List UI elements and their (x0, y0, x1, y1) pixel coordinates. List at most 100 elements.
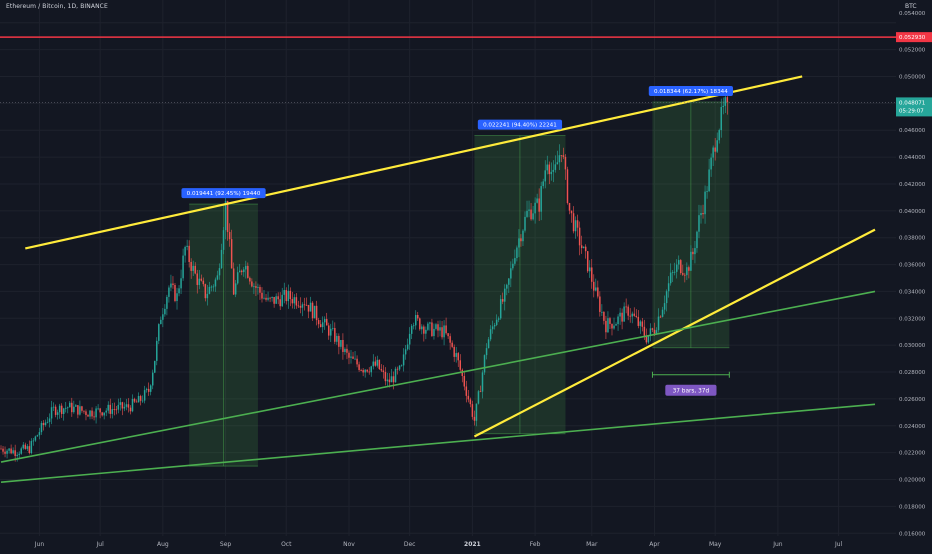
candle-body (686, 267, 688, 276)
candle-body (91, 410, 93, 417)
candle-body (657, 316, 660, 331)
candle-body (659, 316, 662, 318)
support-trendline (0, 290, 876, 463)
candle-body (139, 396, 142, 401)
candle-body (595, 287, 597, 291)
candle-body (419, 318, 421, 330)
candle-body (698, 215, 700, 232)
candle-body (236, 272, 239, 284)
currency-label: BTC (905, 3, 917, 10)
candle-body (172, 283, 174, 285)
candle-body (647, 335, 650, 343)
candle-body (222, 230, 225, 250)
candle-body (285, 290, 288, 302)
candle-body (680, 260, 682, 274)
candle-body (166, 296, 168, 309)
candle-body (469, 399, 472, 405)
candle-body (429, 322, 431, 324)
candle-body (0, 448, 2, 450)
candle-body (568, 203, 571, 211)
candle-body (135, 401, 138, 403)
x-tick-label: Mar (586, 541, 598, 548)
candle-body (105, 410, 107, 413)
candle-body (694, 248, 696, 255)
candle-body (271, 296, 273, 299)
candle-body (445, 325, 447, 334)
candle-body (477, 391, 480, 404)
candle-body (726, 97, 729, 103)
candle-body (275, 296, 277, 304)
candle-body (342, 339, 344, 352)
candle-body (267, 297, 269, 300)
candle-body (459, 360, 462, 370)
y-tick-label: 0.052000 (899, 48, 926, 54)
candle-body (669, 272, 672, 284)
candle-body (348, 352, 350, 358)
x-tick-label: Apr (649, 541, 660, 548)
candle-body (447, 333, 449, 337)
x-tick-label: Sep (220, 541, 232, 548)
candle-body (315, 305, 318, 321)
candle-body (682, 273, 684, 275)
candle-body (67, 407, 69, 409)
candle-body (584, 246, 587, 252)
range-callout (648, 86, 733, 97)
candle-body (6, 450, 8, 454)
candle-body (249, 277, 251, 282)
candle-body (597, 287, 599, 297)
candle-body (510, 268, 512, 279)
candle-body (198, 278, 201, 285)
candle-body (8, 448, 10, 451)
y-tick-label: 0.050000 (899, 74, 926, 80)
candle-body (400, 365, 403, 367)
candle-body (578, 227, 581, 246)
candle-body (127, 404, 130, 408)
candle-body (241, 270, 243, 273)
candle-body (73, 406, 75, 413)
candle-body (362, 370, 364, 373)
candle-body (661, 309, 664, 317)
range-callout (477, 119, 563, 130)
candle-body (629, 315, 631, 317)
candle-body (259, 286, 261, 293)
candle-body (501, 299, 504, 302)
y-tick-label: 0.016000 (899, 531, 926, 537)
candle-body (4, 451, 6, 454)
candle-body (489, 329, 492, 340)
candle-body (194, 265, 196, 274)
candle-body (633, 313, 635, 316)
candle-body (475, 403, 478, 421)
candle-body (64, 407, 67, 409)
channel-trendline (473, 228, 876, 438)
candle-body (402, 354, 405, 366)
candle-body (520, 238, 522, 242)
candle-body (317, 320, 320, 325)
candle-body (18, 453, 20, 455)
candle-body (455, 353, 457, 357)
candle-body (137, 396, 140, 403)
candle-body (384, 372, 387, 382)
candle-body (125, 404, 128, 407)
candle-body (52, 406, 55, 408)
candle-body (321, 322, 324, 328)
y-tick-label: 0.044000 (899, 155, 926, 161)
candle-body (528, 209, 530, 211)
candle-body (495, 319, 498, 325)
candle-body (340, 339, 342, 347)
candle-body (601, 311, 603, 313)
candle-body (358, 364, 360, 371)
candle-body (200, 278, 203, 281)
candle-body (504, 288, 506, 302)
candle-body (526, 210, 528, 217)
candle-body (613, 325, 615, 329)
candle-body (560, 155, 563, 157)
candle-body (58, 405, 61, 413)
candle-body (378, 359, 381, 370)
candle-body (386, 379, 389, 382)
candle-body (558, 155, 561, 163)
candle-body (245, 265, 247, 270)
candle-body (12, 450, 14, 454)
candle-body (87, 414, 89, 417)
